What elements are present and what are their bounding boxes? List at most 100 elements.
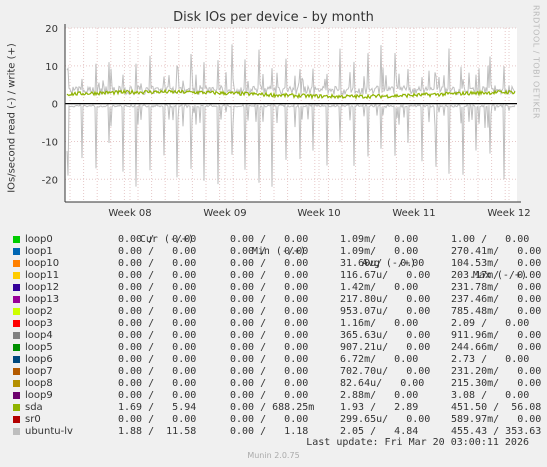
legend-row: loop5 0.00 / 0.00 0.00 / 0.00 907.21u/ 0.00… <box>0 342 547 354</box>
legend-name: loop0 <box>25 234 53 245</box>
y-tick-label: 0 <box>52 100 58 111</box>
legend-min: 0.00 / 1.18 <box>230 426 309 437</box>
legend-min: 0.00 / 0.00 <box>230 234 309 245</box>
legend-cur: 0.00 / 0.00 <box>118 306 197 317</box>
legend-min: 0.00 / 0.00 <box>230 354 309 365</box>
legend-header-cur: Cur (-/+) <box>139 234 194 245</box>
x-tick-label: Week 10 <box>297 208 340 219</box>
legend-name: loop8 <box>25 378 53 389</box>
series-ubuntu-lv-write <box>66 44 516 96</box>
y-tick-label: 10 <box>45 62 58 73</box>
legend-swatch <box>13 272 20 279</box>
legend-max: 231.78m/ 0.00 <box>451 282 542 293</box>
legend-avg: 6.72m/ 0.00 <box>340 354 419 365</box>
y-tick-label: -20 <box>42 175 58 186</box>
legend-min: 0.00 / 0.00 <box>230 330 309 341</box>
legend-min: 0.00 / 0.00 <box>230 294 309 305</box>
legend-header-avg: Avg (-/+) <box>361 258 416 269</box>
legend-cur: 0.00 / 0.00 <box>118 246 197 257</box>
y-tick-label: 20 <box>45 24 58 35</box>
legend-row: loop8 0.00 / 0.00 0.00 / 0.00 82.64u/ 0.00 2… <box>0 378 547 390</box>
legend-name: loop13 <box>25 294 60 305</box>
legend-name: loop11 <box>25 270 60 281</box>
legend-name: loop9 <box>25 390 53 401</box>
legend-min: 0.00 / 0.00 <box>230 318 309 329</box>
legend-max: 3.08 / 0.00 <box>451 390 530 401</box>
legend-header-max: Max (-/+) <box>472 270 527 281</box>
legend-name: sda <box>25 402 43 413</box>
legend-max: 589.97m/ 0.00 <box>451 414 542 425</box>
legend-cur: 0.00 / 0.00 <box>118 330 197 341</box>
legend-row: loop4 0.00 / 0.00 0.00 / 0.00 365.63u/ 0.00… <box>0 330 547 342</box>
legend-max: 1.00 / 0.00 <box>451 234 530 245</box>
legend-row: loop13 0.00 / 0.00 0.00 / 0.00 217.80u/ 0.0… <box>0 294 547 306</box>
legend-max: 244.66m/ 0.00 <box>451 342 542 353</box>
legend-row: sr0 0.00 / 0.00 0.00 / 0.00 299.65u/ 0.00 58… <box>0 414 547 426</box>
legend-swatch <box>13 416 20 423</box>
legend-row: loop1 0.00 / 0.00 0.00 / 0.00 1.09m/ 0.00 27… <box>0 246 547 258</box>
x-tick-label: Week 08 <box>108 208 151 219</box>
legend-swatch <box>13 308 20 315</box>
legend-swatch <box>13 356 20 363</box>
legend-cur: 0.00 / 0.00 <box>118 270 197 281</box>
munin-footer: Munin 2.0.75 <box>247 451 300 460</box>
legend-max: 237.46m/ 0.00 <box>451 294 542 305</box>
legend-avg: 365.63u/ 0.00 <box>340 330 431 341</box>
legend-swatch <box>13 404 20 411</box>
legend-avg: 31.60u/ 0.00 <box>340 258 425 269</box>
legend-cur: 0.00 / 0.00 <box>118 234 197 245</box>
legend-min: 0.00 / 0.00 <box>230 366 309 377</box>
legend-row: loop12 0.00 / 0.00 0.00 / 0.00 1.42m/ 0.00 2… <box>0 282 547 294</box>
legend-max: 215.30m/ 0.00 <box>451 378 542 389</box>
legend-max: 455.43 / 353.63 <box>451 426 542 437</box>
legend-cur: 1.69 / 5.94 <box>118 402 197 413</box>
legend-avg: 2.88m/ 0.00 <box>340 390 419 401</box>
legend-avg: 702.70u/ 0.00 <box>340 366 431 377</box>
legend-max: 231.20m/ 0.00 <box>451 366 542 377</box>
legend-avg: 1.93 / 2.89 <box>340 402 419 413</box>
legend-max: 911.96m/ 0.00 <box>451 330 542 341</box>
legend-swatch <box>13 260 20 267</box>
legend-header-min: Min (-/+) <box>251 246 306 257</box>
legend-min: 0.00 / 0.00 <box>230 282 309 293</box>
legend-avg: 1.42m/ 0.00 <box>340 282 419 293</box>
legend-cur: 0.00 / 0.00 <box>118 258 197 269</box>
legend-cur: 0.00 / 0.00 <box>118 282 197 293</box>
legend-name: sr0 <box>25 414 41 425</box>
legend-min: 0.00 / 0.00 <box>230 342 309 353</box>
legend-name: loop7 <box>25 366 53 377</box>
series-sda-write <box>66 88 516 100</box>
legend-swatch <box>13 296 20 303</box>
legend-min: 0.00 / 688.25m <box>230 402 315 413</box>
legend-swatch <box>13 392 20 399</box>
legend-min: 0.00 / 0.00 <box>230 270 309 281</box>
legend-name: loop3 <box>25 318 53 329</box>
legend-avg: 82.64u/ 0.00 <box>340 378 425 389</box>
legend-name: loop1 <box>25 246 53 257</box>
legend-avg: 2.05 / 4.84 <box>340 426 419 437</box>
x-tick-label: Week 09 <box>203 208 246 219</box>
legend-swatch <box>13 380 20 387</box>
legend-cur: 1.88 / 11.58 <box>118 426 197 437</box>
legend-avg: 907.21u/ 0.00 <box>340 342 431 353</box>
chart-title: Disk IOs per device - by month <box>173 10 374 25</box>
legend-min: 0.00 / 0.00 <box>230 390 309 401</box>
legend-avg: 1.16m/ 0.00 <box>340 318 419 329</box>
legend-avg: 299.65u/ 0.00 <box>340 414 431 425</box>
legend-max: 2.73 / 0.00 <box>451 354 530 365</box>
legend-avg: 1.09m/ 0.00 <box>340 246 419 257</box>
legend-avg: 116.67u/ 0.00 <box>340 270 431 281</box>
legend-row: loop6 0.00 / 0.00 0.00 / 0.00 6.72m/ 0.00 2.… <box>0 354 547 366</box>
legend-min: 0.00 / 0.00 <box>230 414 309 425</box>
legend-row: loop2 0.00 / 0.00 0.00 / 0.00 953.07u/ 0.00… <box>0 306 547 318</box>
legend-cur: 0.00 / 0.00 <box>118 414 197 425</box>
legend-min: 0.00 / 0.00 <box>230 246 309 257</box>
legend-swatch <box>13 344 20 351</box>
legend-name: loop6 <box>25 354 53 365</box>
legend-cur: 0.00 / 0.00 <box>118 354 197 365</box>
legend-max: 203.17m/ 0.00 <box>451 270 542 281</box>
legend-row: loop3 0.00 / 0.00 0.00 / 0.00 1.16m/ 0.00 2.… <box>0 318 547 330</box>
legend-row: loop9 0.00 / 0.00 0.00 / 0.00 2.88m/ 0.00 3.… <box>0 390 547 402</box>
legend-cur: 0.00 / 0.00 <box>118 294 197 305</box>
legend-max: 270.41m/ 0.00 <box>451 246 542 257</box>
